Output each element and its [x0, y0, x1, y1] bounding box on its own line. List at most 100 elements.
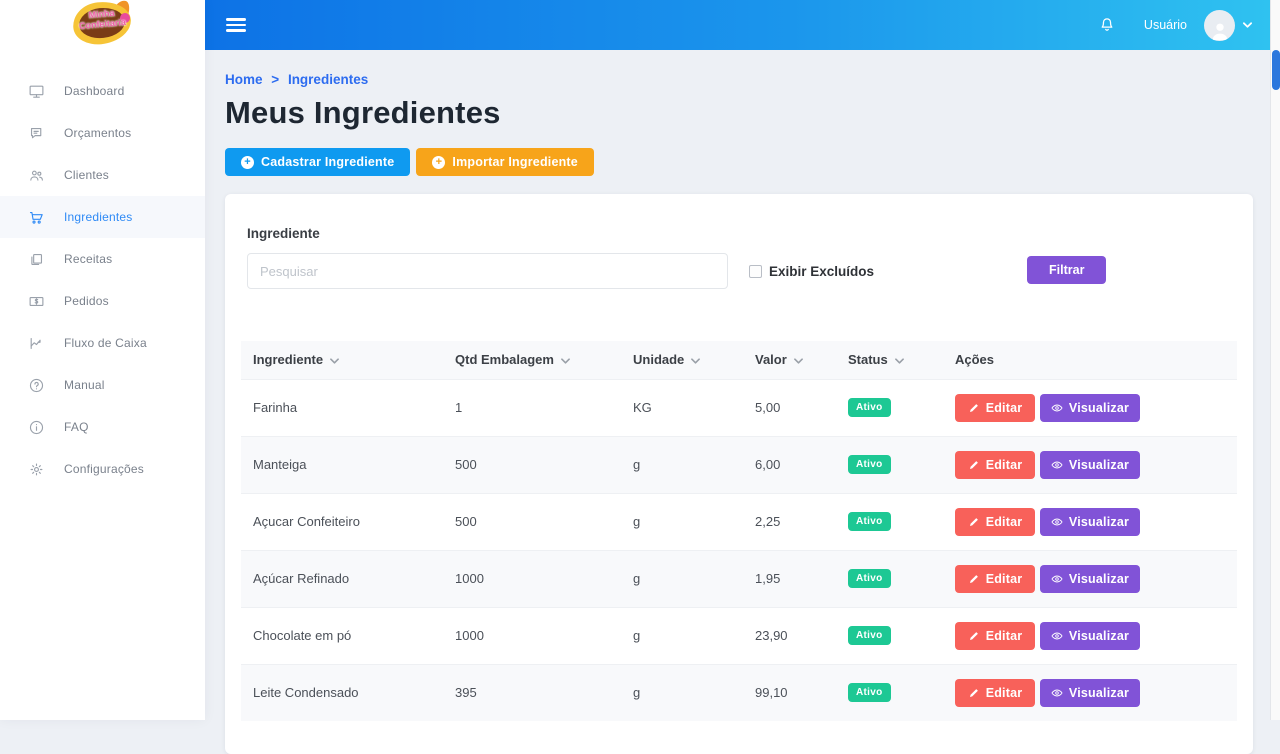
sidebar-item-orcamentos[interactable]: Orçamentos: [0, 112, 205, 154]
cell-ingrediente: Chocolate em pó: [241, 606, 443, 664]
edit-button[interactable]: Editar: [955, 678, 1035, 707]
sidebar-item-label: Fluxo de Caixa: [64, 336, 147, 350]
column-header[interactable]: Unidade: [621, 341, 743, 379]
cell-valor: 23,90: [743, 606, 836, 664]
edit-button[interactable]: Editar: [955, 621, 1035, 650]
sidebar-item-fluxo-de-caixa[interactable]: Fluxo de Caixa: [0, 322, 205, 364]
show-deleted-label[interactable]: Exibir Excluídos: [769, 264, 875, 279]
table-header-row: Ingrediente Qtd Embalagem Unidade Valor Stat…: [241, 341, 1237, 379]
app-logo[interactable]: Minha Confeitaria: [0, 0, 205, 56]
column-header[interactable]: Ingrediente: [241, 341, 443, 379]
breadcrumb-home-link[interactable]: Home: [225, 72, 263, 87]
cell-acoes: Editar Visualizar: [943, 435, 1237, 493]
vertical-scrollbar-track[interactable]: [1270, 0, 1280, 720]
breadcrumb: Home > Ingredientes: [225, 72, 1253, 87]
view-button[interactable]: Visualizar: [1040, 393, 1140, 422]
table-row: Chocolate em pó 1000 g 23,90 Ativo Edita…: [241, 606, 1237, 664]
pencil-icon: [969, 574, 978, 583]
pencil-icon: [969, 403, 978, 412]
sidebar-item-ingredientes[interactable]: Ingredientes: [0, 196, 205, 238]
sort-chevron-icon: [894, 352, 904, 367]
column-header: Ações: [943, 341, 1237, 379]
cell-unidade: g: [621, 663, 743, 721]
hamburger-menu-icon[interactable]: [226, 18, 246, 32]
vertical-scrollbar-thumb[interactable]: [1272, 50, 1280, 90]
cell-status: Ativo: [836, 663, 943, 721]
column-header-label: Unidade: [633, 352, 685, 368]
chart-icon: [27, 334, 45, 352]
page-actions: Cadastrar Ingrediente Importar Ingredien…: [225, 148, 1253, 176]
edit-button[interactable]: Editar: [955, 450, 1035, 479]
cell-ingrediente: Leite Condensado: [241, 663, 443, 721]
sidebar-item-configuracoes[interactable]: Configurações: [0, 448, 205, 490]
filter-button[interactable]: Filtrar: [1027, 256, 1107, 284]
sidebar-item-clientes[interactable]: Clientes: [0, 154, 205, 196]
cell-status: Ativo: [836, 435, 943, 493]
column-header[interactable]: Valor: [743, 341, 836, 379]
eye-icon: [1051, 518, 1063, 525]
edit-label: Editar: [985, 571, 1023, 586]
view-button[interactable]: Visualizar: [1040, 564, 1140, 593]
breadcrumb-current[interactable]: Ingredientes: [287, 72, 369, 87]
edit-button[interactable]: Editar: [955, 507, 1035, 536]
view-button[interactable]: Visualizar: [1040, 507, 1140, 536]
filter-row: Ingrediente Exibir Excluídos Filtrar: [241, 226, 1237, 289]
sidebar-item-label: Dashboard: [64, 84, 125, 98]
column-header[interactable]: Status: [836, 341, 943, 379]
edit-label: Editar: [985, 514, 1023, 529]
view-label: Visualizar: [1068, 514, 1130, 529]
edit-label: Editar: [985, 400, 1023, 415]
eye-icon: [1051, 632, 1063, 639]
info-icon: [27, 418, 45, 436]
view-button[interactable]: Visualizar: [1040, 678, 1140, 707]
import-ingredient-button[interactable]: Importar Ingrediente: [416, 148, 594, 176]
sidebar-item-dashboard[interactable]: Dashboard: [0, 70, 205, 112]
sidebar-item-label: Configurações: [64, 462, 144, 476]
sidebar-item-label: Pedidos: [64, 294, 109, 308]
notifications-bell-icon[interactable]: [1098, 15, 1118, 35]
sidebar-nav: Dashboard Orçamentos Clientes Ingredientes R…: [0, 70, 205, 490]
edit-button[interactable]: Editar: [955, 564, 1035, 593]
cell-acoes: Editar Visualizar: [943, 492, 1237, 550]
column-header-label: Qtd Embalagem: [455, 352, 554, 368]
edit-label: Editar: [985, 457, 1023, 472]
sidebar-item-pedidos[interactable]: Pedidos: [0, 280, 205, 322]
view-button[interactable]: Visualizar: [1040, 450, 1140, 479]
table-row: Açúcar Refinado 1000 g 1,95 Ativo Editar…: [241, 549, 1237, 607]
user-menu-chevron-down-icon[interactable]: [1243, 20, 1252, 31]
sidebar-item-manual[interactable]: Manual: [0, 364, 205, 406]
gear-icon: [27, 460, 45, 478]
sidebar-item-label: Receitas: [64, 252, 113, 266]
sidebar-item-label: Orçamentos: [64, 126, 132, 140]
sidebar-item-faq[interactable]: FAQ: [0, 406, 205, 448]
user-menu-label[interactable]: Usuário: [1143, 18, 1187, 32]
banknote-icon: [27, 292, 45, 310]
view-button[interactable]: Visualizar: [1040, 621, 1140, 650]
show-deleted-checkbox[interactable]: [749, 265, 762, 278]
pencil-icon: [969, 631, 978, 640]
view-label: Visualizar: [1068, 628, 1130, 643]
column-header[interactable]: Qtd Embalagem: [443, 341, 621, 379]
sidebar-item-receitas[interactable]: Receitas: [0, 238, 205, 280]
status-badge: Ativo: [848, 569, 891, 588]
cell-valor: 2,25: [743, 492, 836, 550]
register-ingredient-button[interactable]: Cadastrar Ingrediente: [225, 148, 411, 176]
eye-icon: [1051, 689, 1063, 697]
cell-ingrediente: Manteiga: [241, 435, 443, 493]
page-title: Meus Ingredientes: [225, 95, 501, 130]
search-input[interactable]: [247, 253, 728, 289]
column-header-label: Valor: [755, 352, 787, 368]
column-header-label: Ingrediente: [253, 352, 324, 368]
plus-circle-icon: [432, 155, 446, 169]
user-avatar[interactable]: [1204, 9, 1235, 41]
cell-status: Ativo: [836, 549, 943, 607]
status-badge: Ativo: [848, 626, 891, 645]
sort-chevron-icon: [561, 352, 570, 367]
chat-icon: [27, 124, 45, 142]
cell-valor: 6,00: [743, 435, 836, 493]
eye-icon: [1051, 404, 1063, 411]
plus-circle-icon: [241, 155, 254, 169]
edit-button[interactable]: Editar: [955, 393, 1035, 422]
eye-icon: [1051, 575, 1063, 582]
cell-ingrediente: Farinha: [241, 378, 443, 436]
